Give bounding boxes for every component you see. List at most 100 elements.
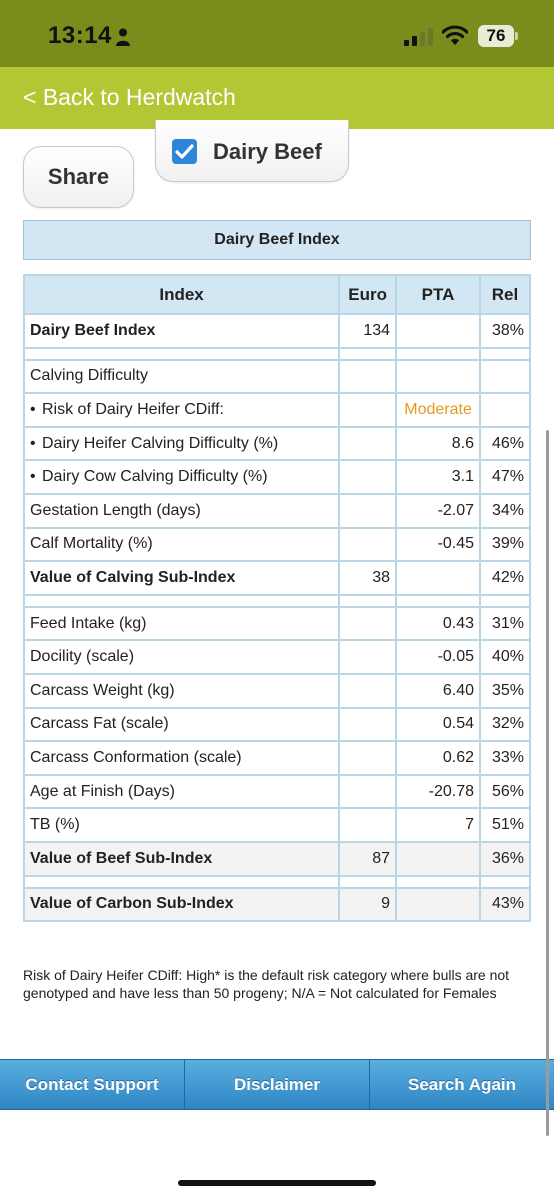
table-row: Docility (scale) -0.05 40% <box>22 639 531 675</box>
row-euro <box>338 807 398 843</box>
row-pta: -0.45 <box>395 526 482 563</box>
row-rel: 36% <box>479 840 531 877</box>
row-rel <box>479 392 531 428</box>
footer-bar: Contact Support Disclaimer Search Again <box>0 1059 554 1110</box>
table-row: Feed Intake (kg) 0.43 31% <box>22 605 531 642</box>
row-pta: -2.07 <box>395 492 482 529</box>
row-pta <box>395 886 482 923</box>
row-pta <box>395 313 482 349</box>
row-euro: 9 <box>338 886 398 923</box>
contact-support-button[interactable]: Contact Support <box>0 1060 185 1109</box>
table-row: Gestation Length (days) -2.07 34% <box>22 492 531 529</box>
table-row: • Dairy Cow Calving Difficulty (%) 3.1 47… <box>22 459 531 495</box>
row-rel: 42% <box>479 560 531 596</box>
row-euro: 134 <box>338 313 398 349</box>
disclaimer-button[interactable]: Disclaimer <box>185 1060 370 1109</box>
table-row: Carcass Conformation (scale) 0.62 33% <box>22 740 531 776</box>
row-label-cell: • Dairy Cow Calving Difficulty (%) <box>22 459 341 495</box>
row-euro <box>338 706 398 743</box>
row-label: Value of Carbon Sub-Index <box>22 886 341 923</box>
row-euro <box>338 392 398 428</box>
dairy-beef-label: Dairy Beef <box>213 139 322 164</box>
row-label: Risk of Dairy Heifer CDiff: <box>42 400 224 418</box>
dairy-beef-toggle[interactable]: Dairy Beef <box>155 120 349 182</box>
row-pta: 3.1 <box>395 459 482 495</box>
row-rel: 46% <box>479 425 531 462</box>
scrollbar[interactable] <box>546 430 549 1136</box>
row-label-cell: • Risk of Dairy Heifer CDiff: <box>22 392 341 428</box>
row-pta <box>395 358 482 395</box>
table-row: Carcass Fat (scale) 0.54 32% <box>22 706 531 743</box>
row-rel: 47% <box>479 459 531 495</box>
wifi-icon <box>442 25 468 45</box>
bullet-glyph: • <box>30 434 36 452</box>
row-label-cell: • Dairy Heifer Calving Difficulty (%) <box>22 425 341 462</box>
battery-tip <box>515 32 518 40</box>
table-row: TB (%) 7 51% <box>22 807 531 843</box>
row-pta: 7 <box>395 807 482 843</box>
row-rel: 43% <box>479 886 531 923</box>
header-pta: PTA <box>395 274 482 315</box>
row-label: Gestation Length (days) <box>22 492 341 529</box>
status-bar: 13:14 76 <box>0 0 554 67</box>
row-pta: 8.6 <box>395 425 482 462</box>
row-label: Calving Difficulty <box>22 358 341 395</box>
table-row: Carcass Weight (kg) 6.40 35% <box>22 672 531 709</box>
row-pta: 0.62 <box>395 740 482 776</box>
table-row: Calf Mortality (%) -0.45 39% <box>22 526 531 563</box>
table-spacer <box>22 593 531 608</box>
bullet-glyph: • <box>30 468 36 486</box>
row-rel: 39% <box>479 526 531 563</box>
status-time: 13:14 <box>48 22 112 49</box>
signal-icon <box>404 28 433 46</box>
row-pta: -0.05 <box>395 639 482 675</box>
header-rel: Rel <box>479 274 531 315</box>
search-again-button[interactable]: Search Again <box>407 1074 517 1094</box>
row-euro <box>338 773 398 810</box>
row-label: TB (%) <box>22 807 341 843</box>
row-label: Docility (scale) <box>22 639 341 675</box>
row-pta: 0.43 <box>395 605 482 642</box>
row-pta <box>395 560 482 596</box>
table-row: Dairy Beef Index 134 38% <box>22 313 531 349</box>
back-to-herdwatch-link[interactable]: < Back to Herdwatch <box>23 84 236 110</box>
table-row: Value of Carbon Sub-Index 9 43% <box>22 886 531 923</box>
row-euro <box>338 672 398 709</box>
row-rel: 56% <box>479 773 531 810</box>
row-label: Dairy Beef Index <box>22 313 341 349</box>
share-button[interactable]: Share <box>23 146 134 208</box>
row-euro <box>338 492 398 529</box>
row-rel: 38% <box>479 313 531 349</box>
header-index: Index <box>22 274 341 315</box>
footnote: Risk of Dairy Heifer CDiff: High* is the… <box>23 967 510 1001</box>
row-euro <box>338 358 398 395</box>
row-euro <box>338 526 398 563</box>
row-label: Dairy Cow Calving Difficulty (%) <box>42 468 268 486</box>
table-spacer <box>22 346 531 361</box>
row-label: Value of Beef Sub-Index <box>22 840 341 877</box>
row-label: Carcass Fat (scale) <box>22 706 341 743</box>
bullet-glyph: • <box>30 400 36 418</box>
section-title: Dairy Beef Index <box>23 220 531 260</box>
row-rel: 51% <box>479 807 531 843</box>
person-icon <box>116 28 130 46</box>
row-pta: -20.78 <box>395 773 482 810</box>
table-row: Value of Calving Sub-Index 38 42% <box>22 560 531 596</box>
row-pta: 0.54 <box>395 706 482 743</box>
row-rel: 32% <box>479 706 531 743</box>
checkbox-check-icon <box>175 144 194 159</box>
dairy-beef-checkbox[interactable] <box>172 139 197 164</box>
row-label: Value of Calving Sub-Index <box>22 560 341 596</box>
row-euro <box>338 639 398 675</box>
table-row: • Risk of Dairy Heifer CDiff: Moderate <box>22 392 531 428</box>
row-rel: 33% <box>479 740 531 776</box>
row-rel: 34% <box>479 492 531 529</box>
table-row: Calving Difficulty <box>22 358 531 395</box>
row-pta: 6.40 <box>395 672 482 709</box>
table-row: Age at Finish (Days) -20.78 56% <box>22 773 531 810</box>
row-label: Calf Mortality (%) <box>22 526 341 563</box>
index-table: Index Euro PTA Rel Dairy Beef Index 134 … <box>22 274 531 923</box>
row-label: Dairy Heifer Calving Difficulty (%) <box>42 434 279 452</box>
home-indicator[interactable] <box>178 1180 376 1186</box>
row-rel: 31% <box>479 605 531 642</box>
